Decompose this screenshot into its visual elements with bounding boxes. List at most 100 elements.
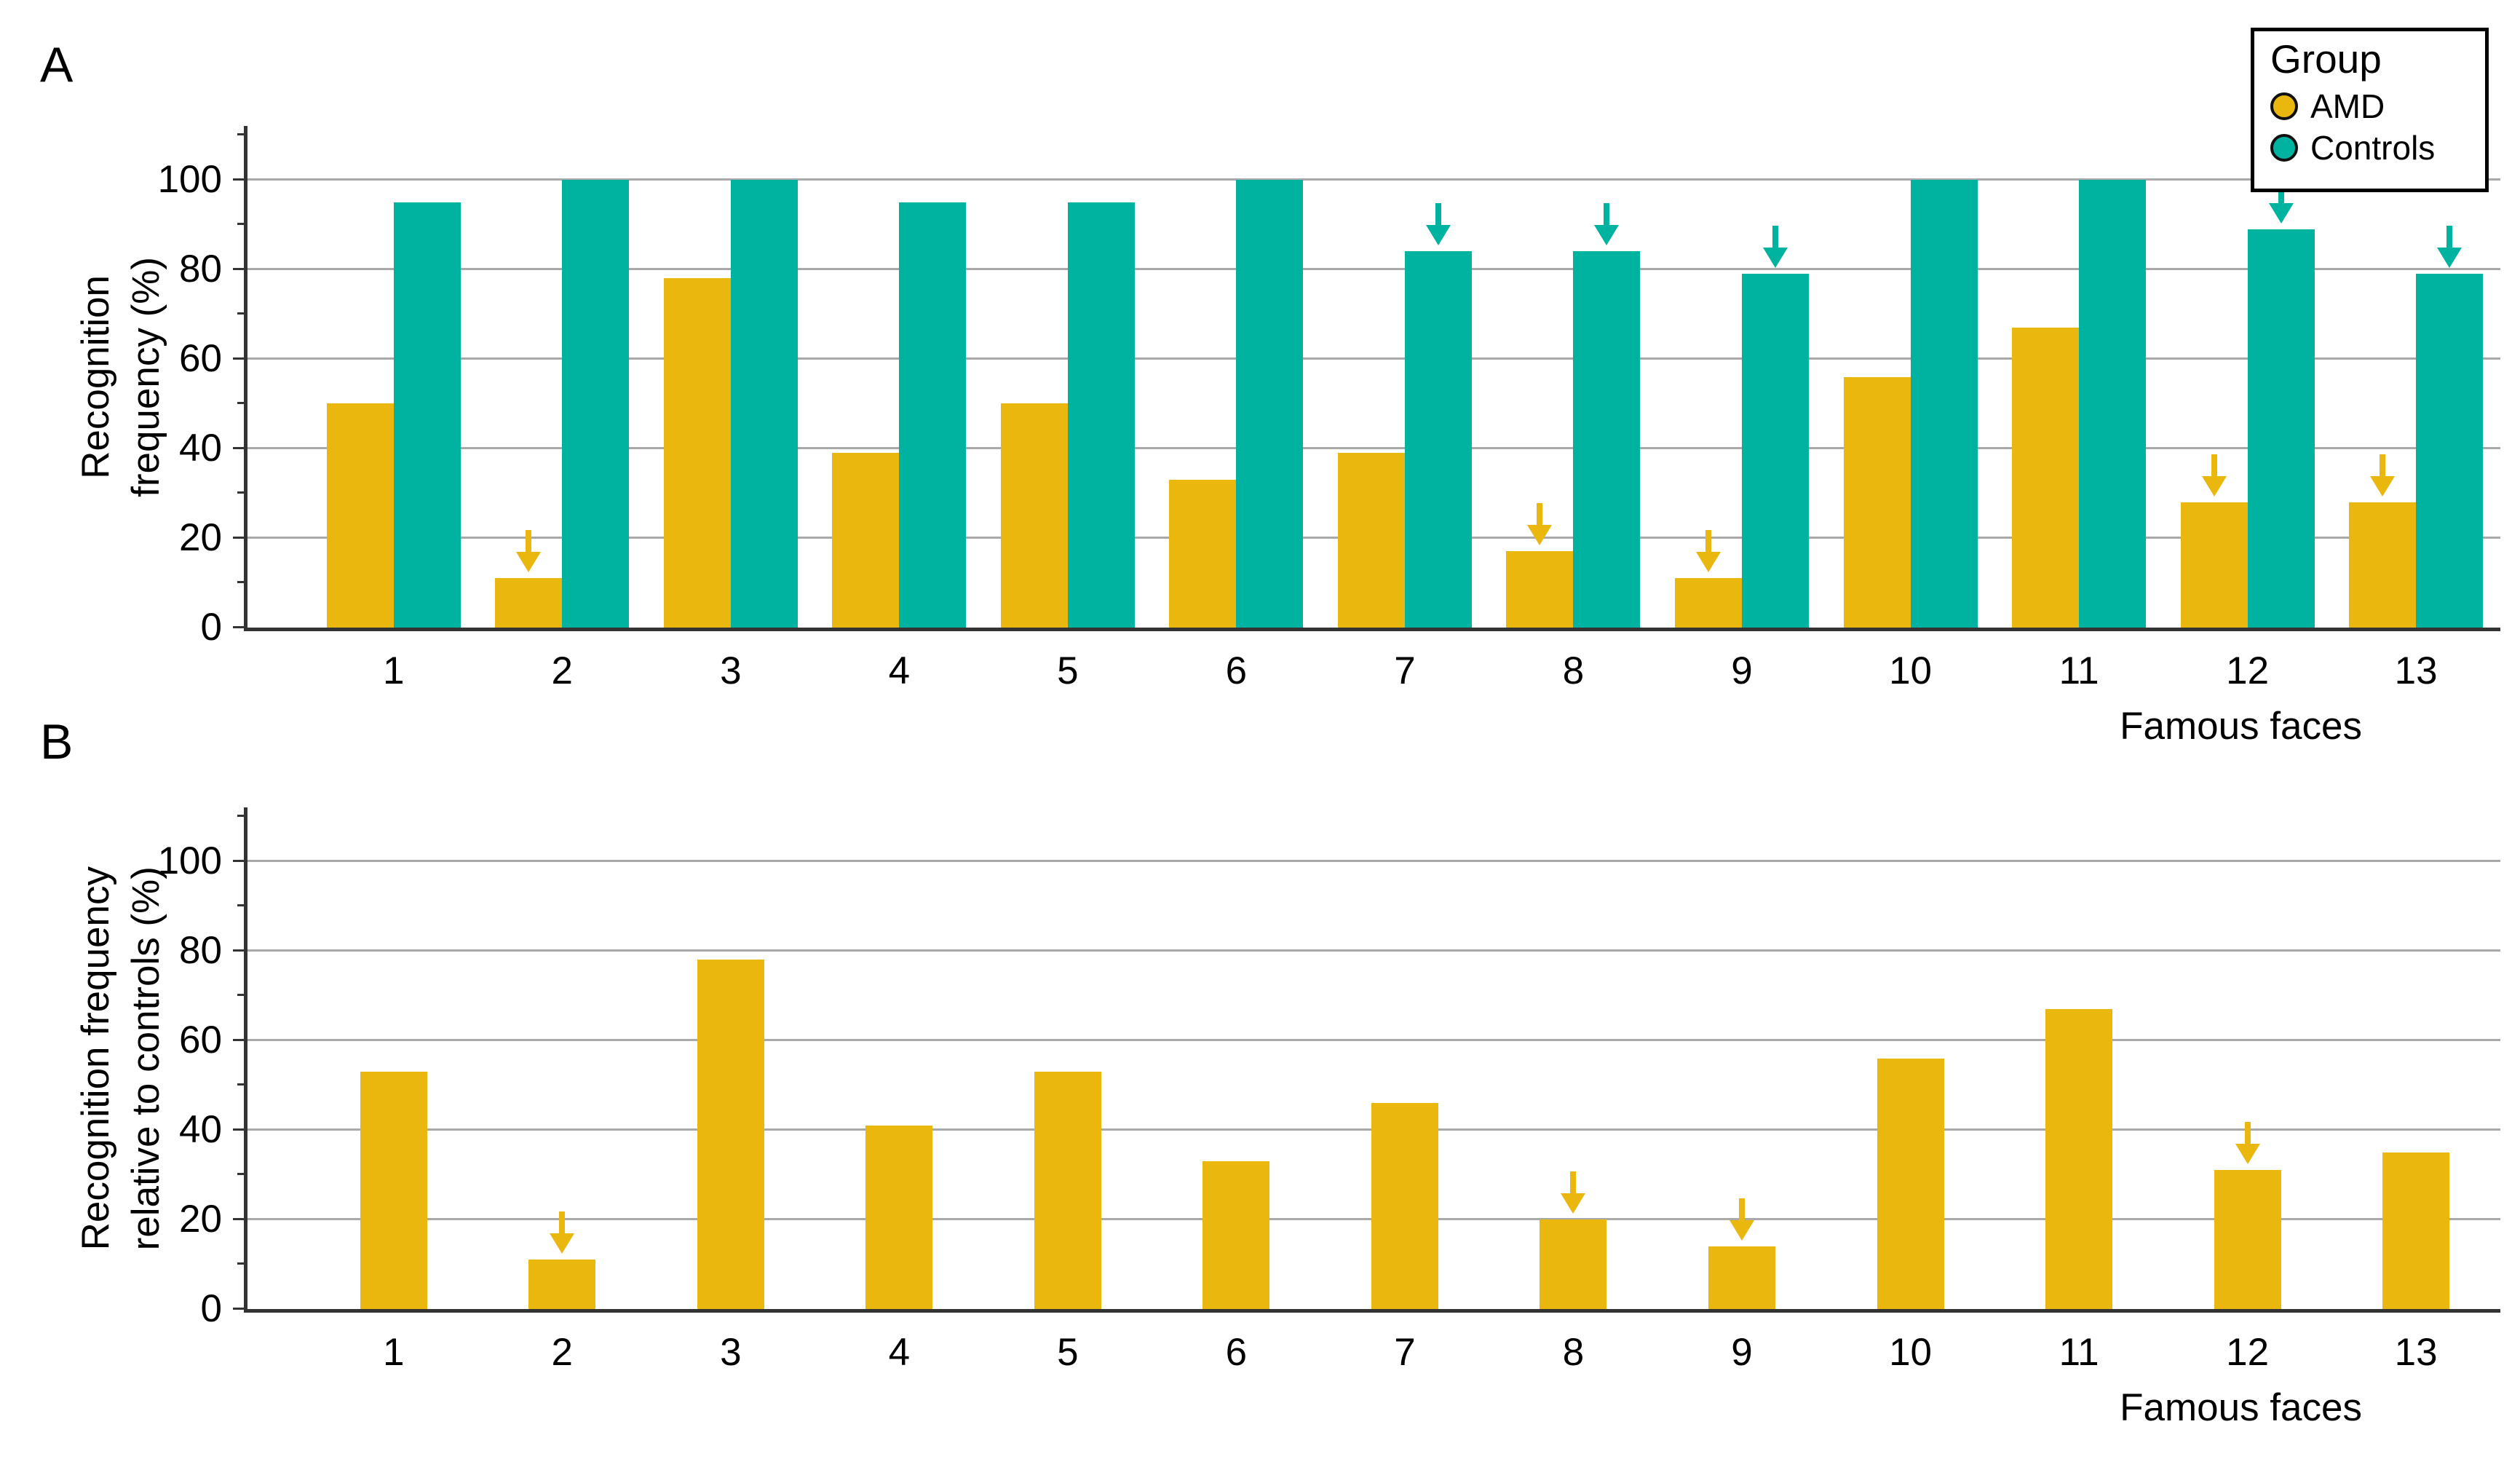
y-minor-tick-50	[237, 1083, 244, 1086]
gridline-60	[247, 357, 2500, 360]
panel-a-y-axis-line	[244, 126, 247, 631]
x-tick-label-4: 4	[888, 649, 911, 692]
bar-group-6	[1152, 807, 1321, 1309]
amd-down-arrow-icon-face-13	[2369, 454, 2396, 497]
amd-down-arrow-icon-face-2	[549, 1211, 575, 1254]
legend-title: Group	[2270, 36, 2382, 82]
x-tick-label-13: 13	[2394, 649, 2438, 692]
x-tick-label-11: 11	[2059, 1331, 2099, 1374]
x-tick-label-13: 13	[2394, 1331, 2438, 1374]
y-tick-label-20: 20	[179, 1197, 222, 1241]
panel-b-x-axis-title: Famous faces	[2120, 1386, 2362, 1429]
amd-down-arrow-icon-face-8	[1526, 503, 1553, 546]
controls-bar-face-11	[2079, 179, 2147, 628]
amd-bar-face-7	[1337, 453, 1405, 628]
y-tick-label-40: 40	[179, 426, 222, 470]
panel-a-bars	[247, 126, 2500, 628]
amd-bar-face-5	[1034, 1071, 1101, 1309]
y-tick-60	[233, 1038, 244, 1041]
amd-bar-face-8	[1540, 1219, 1607, 1309]
amd-bar-face-9	[1675, 578, 1743, 628]
y-tick-0	[233, 1308, 244, 1310]
y-tick-label-40: 40	[179, 1107, 222, 1151]
panel-b-bars	[247, 807, 2500, 1309]
bar-group-13	[2331, 807, 2500, 1309]
bar-group-12	[2163, 126, 2332, 628]
controls-down-arrow-icon-face-13	[2436, 226, 2462, 269]
y-tick-label-80: 80	[179, 247, 222, 290]
y-tick-20	[233, 1217, 244, 1220]
panel-b-x-axis-line	[244, 1309, 2500, 1313]
bar-group-8	[1489, 126, 1658, 628]
panel-a-plot: Recognition frequency (%) 1 2 3 4 5 6 7 8 9 10 11 1…	[74, 126, 2500, 747]
x-tick-label-12: 12	[2226, 649, 2270, 692]
x-tick-label-5: 5	[1057, 1331, 1079, 1374]
bar-group-12	[2163, 807, 2332, 1309]
legend: Group AMD Controls	[2251, 28, 2489, 192]
controls-bar-face-4	[899, 202, 967, 628]
legend-label-controls: Controls	[2310, 129, 2436, 167]
x-tick-label-7: 7	[1394, 1331, 1416, 1374]
controls-bar-face-2	[562, 179, 630, 628]
amd-down-arrow-icon-face-2	[515, 530, 542, 573]
amd-down-arrow-icon-face-12	[2235, 1122, 2261, 1165]
y-minor-tick-50	[237, 402, 244, 405]
x-tick-label-12: 12	[2226, 1331, 2270, 1374]
amd-bar-face-10	[1877, 1058, 1944, 1309]
x-tick-label-8: 8	[1562, 649, 1585, 692]
bar-group-1	[309, 126, 478, 628]
bar-group-4	[815, 807, 984, 1309]
amd-bar-face-11	[2045, 1008, 2113, 1309]
controls-bar-face-10	[1910, 179, 1978, 628]
amd-bar-face-5	[1000, 403, 1068, 628]
x-tick-label-9: 9	[1731, 1331, 1753, 1374]
legend-label-amd: AMD	[2310, 87, 2385, 125]
bar-group-7	[1320, 807, 1489, 1309]
amd-bar-face-2	[495, 578, 563, 628]
amd-bar-face-1	[360, 1071, 427, 1309]
x-tick-label-1: 1	[383, 1331, 405, 1374]
bar-group-2	[478, 126, 647, 628]
amd-down-arrow-icon-face-9	[1695, 530, 1721, 573]
controls-bar-face-7	[1404, 251, 1472, 628]
amd-bar-face-6	[1169, 480, 1237, 628]
amd-bar-face-10	[1843, 376, 1911, 628]
y-tick-label-100: 100	[157, 157, 222, 201]
controls-bar-face-8	[1573, 251, 1641, 628]
gridline-80	[247, 949, 2500, 952]
y-tick-label-20: 20	[179, 515, 222, 559]
legend-item-controls: Controls	[2270, 130, 2485, 165]
bar-group-5	[983, 807, 1152, 1309]
amd-swatch-icon	[2270, 92, 2298, 120]
panel-a-x-axis-title: Famous faces	[2120, 705, 2362, 748]
bar-group-10	[1826, 807, 1995, 1309]
amd-bar-face-3	[663, 278, 731, 628]
x-tick-label-4: 4	[888, 1331, 911, 1374]
y-tick-label-0: 0	[200, 606, 222, 649]
x-tick-label-2: 2	[551, 649, 574, 692]
controls-bar-face-13	[2416, 274, 2484, 628]
y-tick-label-100: 100	[157, 839, 222, 882]
y-tick-40	[233, 446, 244, 449]
amd-bar-face-4	[865, 1125, 933, 1309]
gridline-60	[247, 1038, 2500, 1041]
bar-group-3	[646, 126, 815, 628]
bar-group-2	[478, 807, 647, 1309]
x-tick-label-9: 9	[1731, 649, 1753, 692]
bar-group-3	[646, 807, 815, 1309]
amd-bar-face-1	[326, 403, 394, 628]
controls-bar-face-3	[730, 179, 798, 628]
panel-a-x-axis-line	[244, 628, 2500, 631]
amd-bar-face-12	[2214, 1170, 2281, 1309]
bar-group-11	[1994, 807, 2163, 1309]
x-tick-label-3: 3	[720, 649, 742, 692]
panel-a-x-tick-labels: 1 2 3 4 5 6 7 8 9 10 11 12 13	[247, 651, 2500, 692]
x-tick-label-2: 2	[551, 1331, 574, 1374]
amd-down-arrow-icon-face-8	[1560, 1171, 1586, 1214]
gridline-80	[247, 267, 2500, 270]
x-tick-label-8: 8	[1562, 1331, 1585, 1374]
bar-group-1	[309, 807, 478, 1309]
amd-bar-face-8	[1506, 551, 1574, 628]
controls-bar-face-5	[1067, 202, 1135, 628]
gridline-100	[247, 859, 2500, 862]
